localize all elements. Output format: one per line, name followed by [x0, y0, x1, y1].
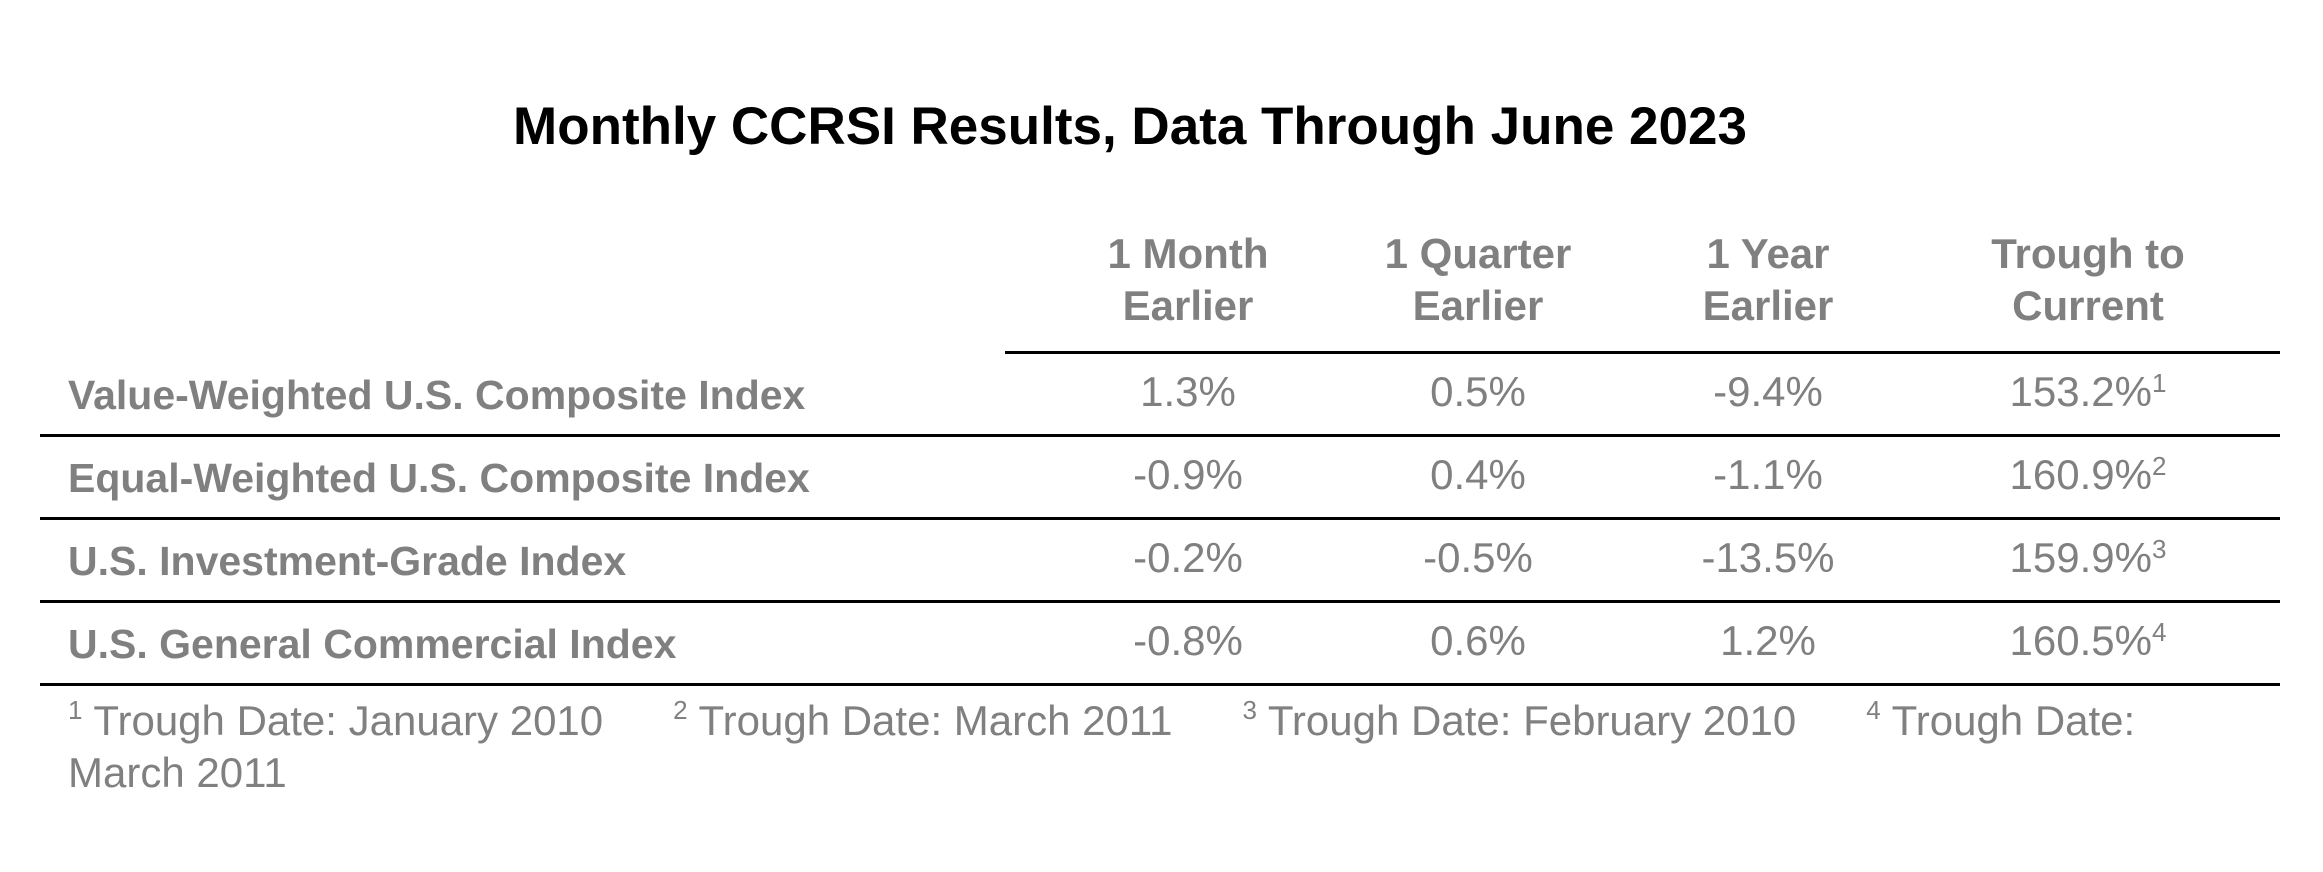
footnote-marker: 2 — [2151, 451, 2167, 481]
footnote-text: Trough Date: January 2010 — [82, 697, 604, 744]
trough-value: 153.2% — [2009, 368, 2152, 415]
cell-1-month: 1.3% — [1140, 368, 1236, 415]
table-row: U.S. Investment-Grade Index -0.2% -0.5% … — [40, 520, 2280, 603]
column-header-line: Earlier — [1702, 282, 1834, 329]
column-header-line: 1 Year — [1706, 230, 1830, 277]
footnote-text: Trough Date: March 2011 — [687, 697, 1173, 744]
row-label: U.S. General Commercial Index — [68, 621, 677, 667]
row-label: U.S. Investment-Grade Index — [68, 538, 627, 584]
footnote-text: Trough Date: March 2011 — [68, 697, 2136, 796]
cell-1-month: -0.2% — [1133, 534, 1243, 581]
cell-trough: 160.5%4 — [1958, 617, 2218, 665]
cell-1-quarter: 0.6% — [1430, 617, 1526, 664]
trough-value: 160.5% — [2009, 617, 2152, 664]
footnote-4: 4 Trough Date: March 2011 — [68, 695, 2136, 796]
cell-1-year: -13.5% — [1701, 534, 1835, 581]
cell-trough: 160.9%2 — [1958, 451, 2218, 499]
cell-1-quarter: -0.5% — [1423, 534, 1533, 581]
cell-1-year: -1.1% — [1713, 451, 1823, 498]
table-header: 1 Month Earlier 1 Quarter Earlier 1 Year… — [40, 222, 2280, 354]
table-row: Equal-Weighted U.S. Composite Index -0.9… — [40, 437, 2280, 520]
column-header-line: Trough to — [1991, 230, 2185, 277]
column-header-line: Earlier — [1122, 282, 1254, 329]
footnote-3: 3 Trough Date: February 2010 — [1242, 695, 1797, 744]
table-row: Value-Weighted U.S. Composite Index 1.3%… — [40, 354, 2280, 437]
footnote-mark: 4 — [1866, 695, 1881, 725]
footnote-mark: 3 — [1242, 695, 1257, 725]
table-row: U.S. General Commercial Index -0.8% 0.6%… — [40, 603, 2280, 686]
trough-value: 159.9% — [2009, 534, 2152, 581]
cell-trough: 159.9%3 — [1958, 534, 2218, 582]
cell-1-quarter: 0.4% — [1430, 451, 1526, 498]
column-header-1-quarter: 1 Quarter Earlier — [1348, 228, 1608, 332]
column-header-line: Current — [2012, 282, 2164, 329]
column-header-line: 1 Quarter — [1384, 230, 1572, 277]
header-divider — [1005, 351, 2280, 354]
column-header-1-year: 1 Year Earlier — [1638, 228, 1898, 332]
row-label: Equal-Weighted U.S. Composite Index — [68, 455, 810, 501]
footnote-text: Trough Date: February 2010 — [1256, 697, 1797, 744]
column-header-line: Earlier — [1412, 282, 1544, 329]
footnote-2: 2 Trough Date: March 2011 — [673, 695, 1173, 744]
cell-1-year: 1.2% — [1720, 617, 1816, 664]
cell-trough: 153.2%1 — [1958, 368, 2218, 416]
footnote-1: 1 Trough Date: January 2010 — [68, 695, 604, 744]
column-header-trough: Trough to Current — [1958, 228, 2218, 332]
page-title: Monthly CCRSI Results, Data Through June… — [513, 97, 1747, 156]
footnote-mark: 1 — [68, 695, 83, 725]
footnote-marker: 4 — [2151, 617, 2167, 647]
row-label: Value-Weighted U.S. Composite Index — [68, 372, 806, 418]
cell-1-month: -0.8% — [1133, 617, 1243, 664]
column-header-line: 1 Month — [1107, 230, 1269, 277]
cell-1-quarter: 0.5% — [1430, 368, 1526, 415]
column-header-1-month: 1 Month Earlier — [1058, 228, 1318, 332]
footnote-marker: 1 — [2151, 368, 2167, 398]
footnotes: 1 Trough Date: January 2010 2 Trough Date… — [68, 684, 2168, 799]
results-table: 1 Month Earlier 1 Quarter Earlier 1 Year… — [40, 222, 2280, 686]
trough-value: 160.9% — [2009, 451, 2152, 498]
cell-1-year: -9.4% — [1713, 368, 1823, 415]
footnote-mark: 2 — [673, 695, 688, 725]
footnote-marker: 3 — [2151, 534, 2167, 564]
cell-1-month: -0.9% — [1133, 451, 1243, 498]
